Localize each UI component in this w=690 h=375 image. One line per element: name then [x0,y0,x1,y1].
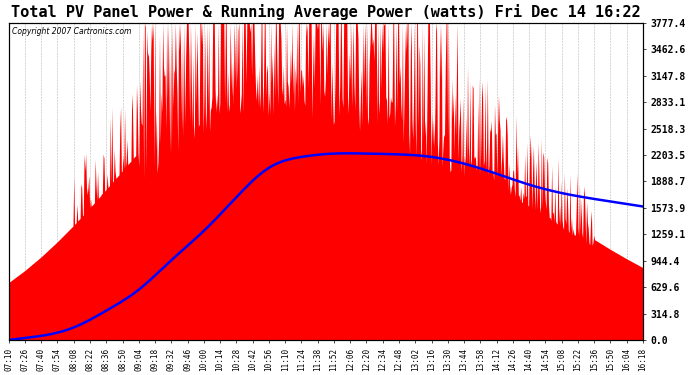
Text: Copyright 2007 Cartronics.com: Copyright 2007 Cartronics.com [12,27,131,36]
Title: Total PV Panel Power & Running Average Power (watts) Fri Dec 14 16:22: Total PV Panel Power & Running Average P… [11,4,640,20]
